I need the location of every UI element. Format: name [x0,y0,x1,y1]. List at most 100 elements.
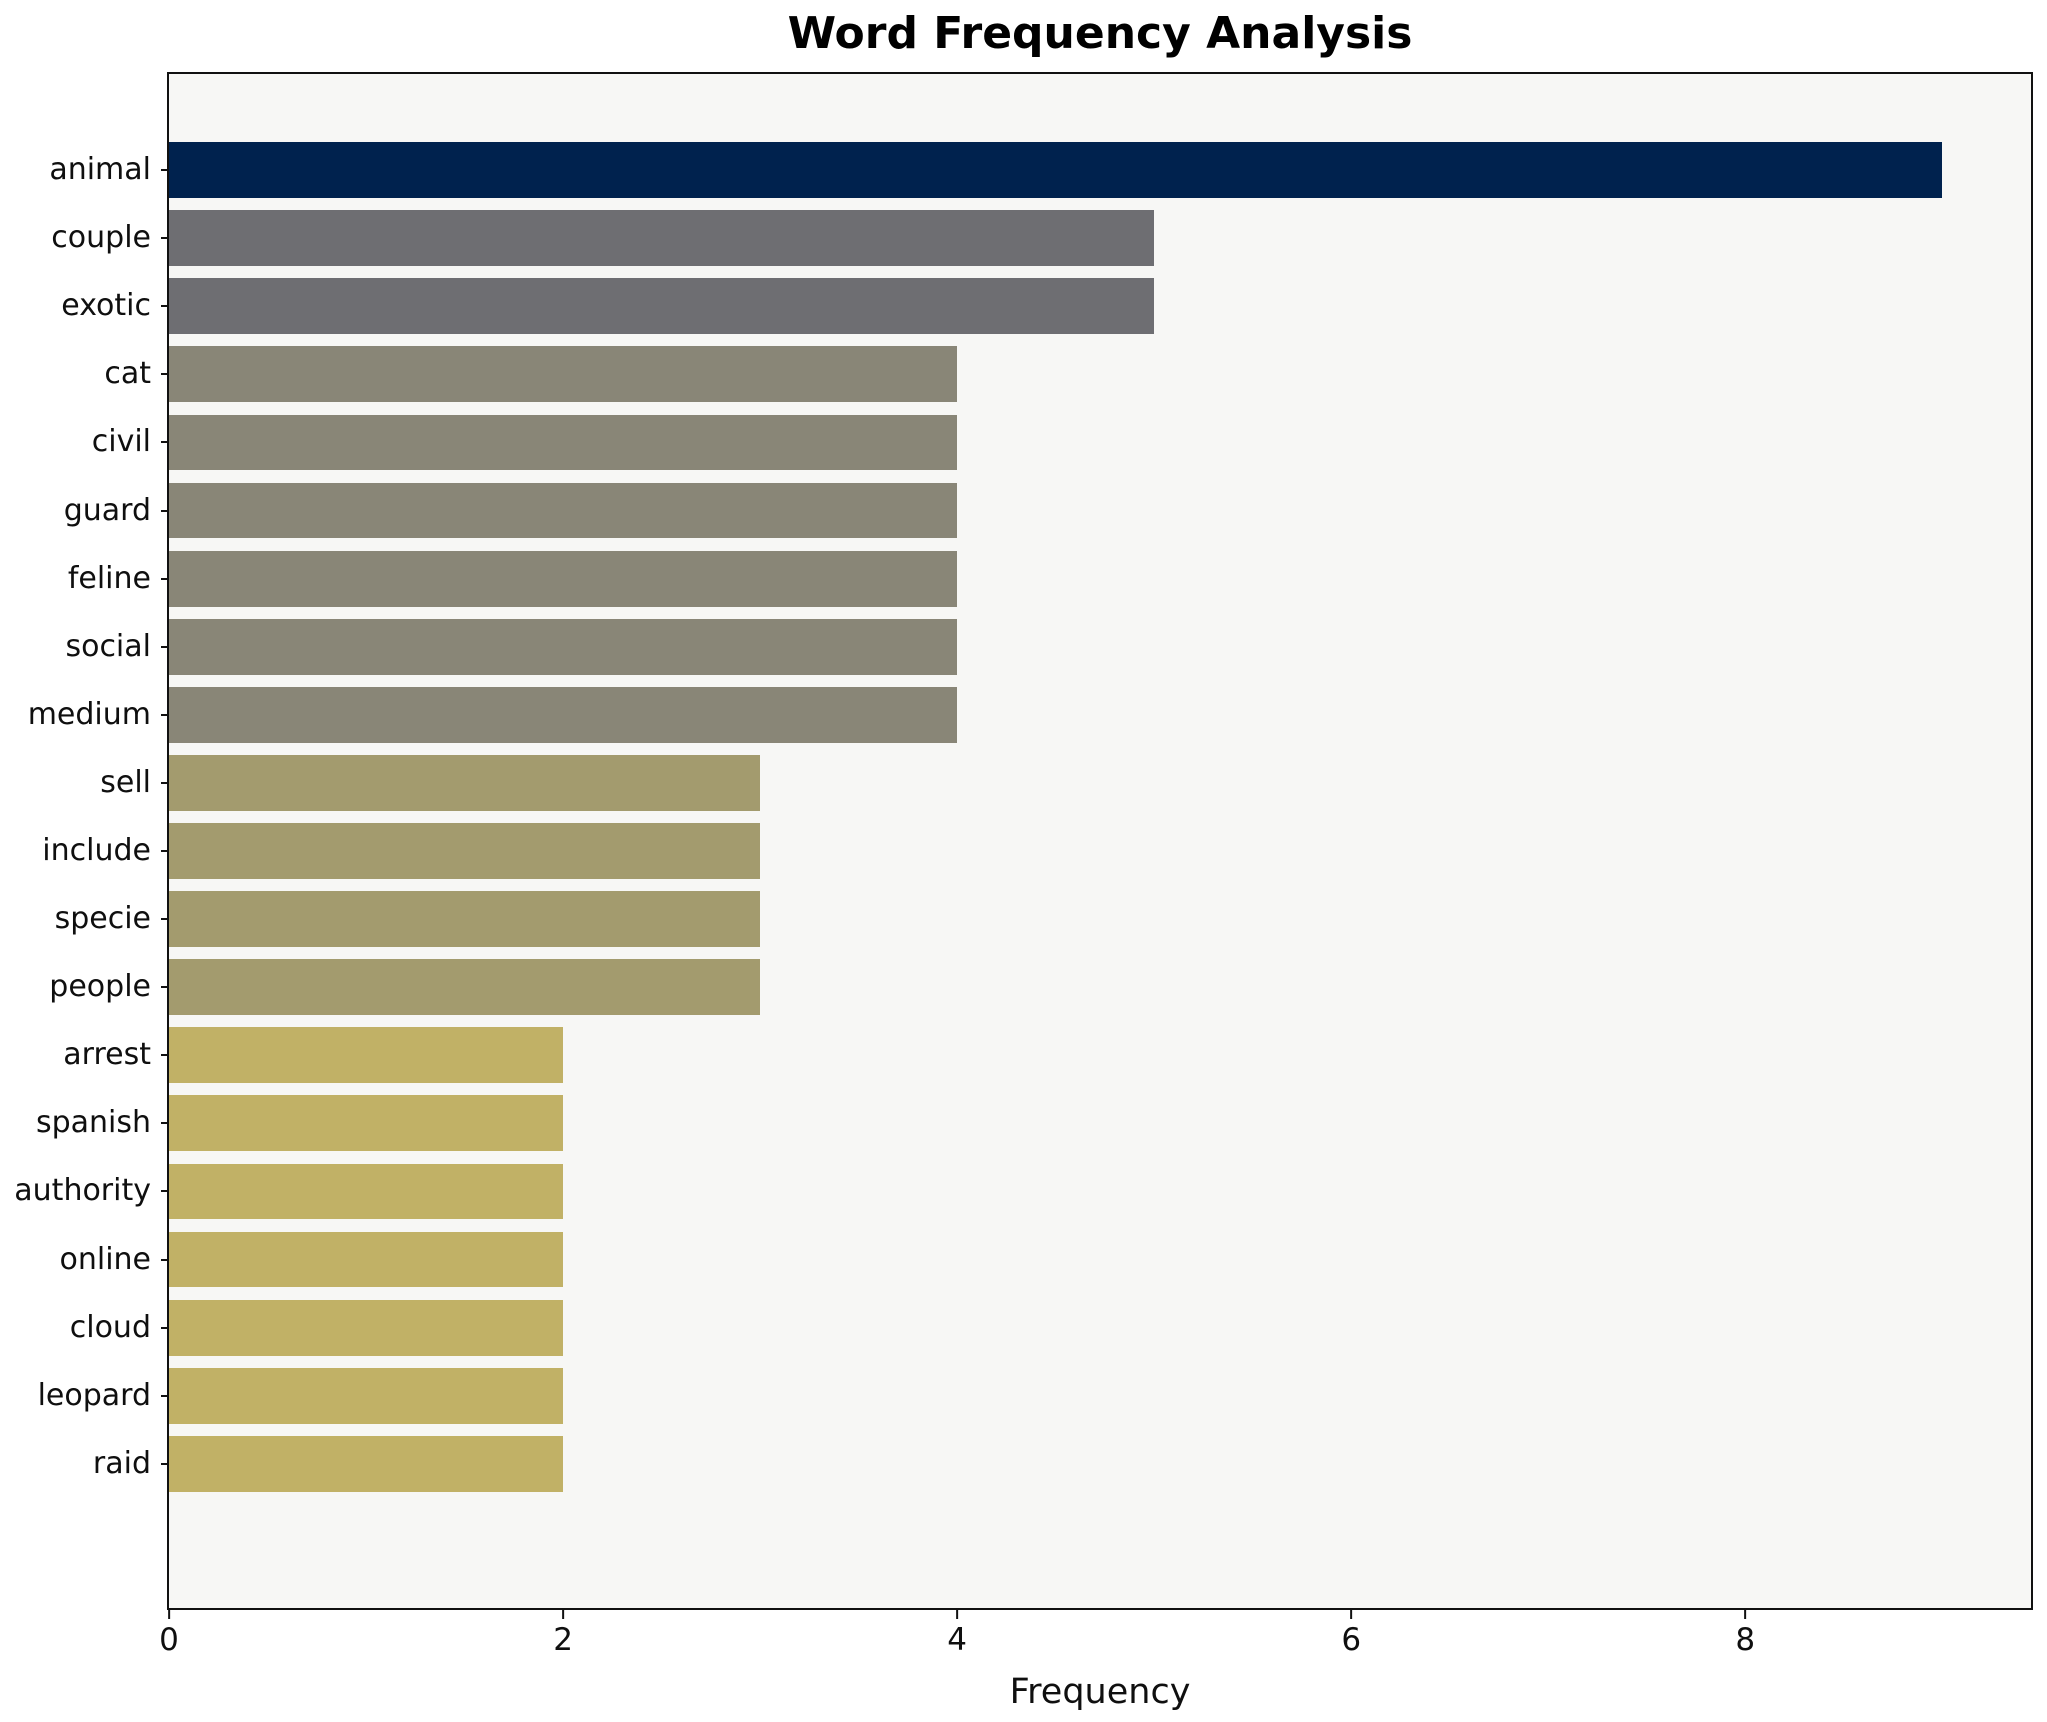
x-tick-mark [562,1608,565,1619]
y-tick-mark [161,918,170,921]
bar-row-cloud: cloud [70,1294,2031,1362]
bar-medium [169,686,958,743]
bar-row-animal: animal [49,136,2031,204]
y-tick-mark [161,849,170,852]
y-tick-mark [161,441,170,444]
y-tick-mark [161,373,170,376]
y-tick-label-cloud: cloud [69,1309,151,1345]
y-tick-label-guard: guard [63,492,151,528]
bar-row-spanish: spanish [36,1089,2031,1157]
bar-row-couple: couple [51,204,2031,272]
y-tick-label-animal: animal [49,152,151,188]
bar-row-exotic: exotic [61,272,2031,340]
x-tick-2: 2 [553,1608,573,1656]
y-tick-mark [161,1394,170,1397]
y-tick-label-civil: civil [91,424,151,460]
x-tick-mark [1744,1608,1747,1619]
y-tick-mark [161,645,170,648]
x-tick-label: 2 [553,1622,573,1658]
y-tick-label-exotic: exotic [61,288,151,324]
bar-row-leopard: leopard [38,1362,2031,1430]
bar-cat [169,346,958,403]
y-tick-label-online: online [59,1241,151,1277]
y-tick-mark [161,1190,170,1193]
x-tick-label: 8 [1735,1622,1756,1658]
bar-row-medium: medium [28,681,2031,749]
y-tick-label-arrest: arrest [63,1037,151,1073]
bar-row-guard: guard [64,476,2031,544]
x-tick-label: 0 [159,1622,179,1658]
y-tick-mark [161,509,170,512]
bar-row-online: online [59,1226,2031,1294]
y-tick-mark [161,577,170,580]
bar-people [169,959,761,1016]
bar-guard [169,482,958,539]
y-tick-label-include: include [42,832,151,868]
y-tick-label-feline: feline [67,560,151,596]
x-tick-0: 0 [159,1608,179,1656]
y-tick-mark [161,169,170,172]
bar-social [169,618,958,675]
x-tick-mark [956,1608,959,1619]
bar-row-specie: specie [55,885,2031,953]
plot-area: animal couple exotic cat civil guard feline soc… [14,72,2033,1656]
y-tick-label-social: social [65,628,151,664]
chart-title: Word Frequency Analysis [787,8,1413,59]
bar-leopard [169,1367,564,1424]
bar-cloud [169,1299,564,1356]
bar-row-sell: sell [100,749,2031,817]
bar-row-civil: civil [92,408,2031,476]
bar-exotic [169,278,1155,335]
y-tick-label-raid: raid [92,1445,151,1481]
bar-arrest [169,1027,564,1084]
y-tick-label-spanish: spanish [35,1105,151,1141]
bar-spanish [169,1095,564,1152]
y-tick-mark [161,1462,170,1465]
bar-row-authority: authority [14,1157,2031,1225]
x-tick-mark [167,1608,170,1619]
bar-row-feline: feline [68,545,2031,613]
y-tick-mark [161,986,170,989]
y-tick-mark [161,305,170,308]
x-tick-8: 8 [1735,1608,1755,1656]
bar-authority [169,1163,564,1220]
bar-row-cat: cat [104,340,2031,408]
bar-row-arrest: arrest [63,1021,2031,1089]
x-tick-label: 6 [1341,1622,1362,1658]
y-tick-mark [161,1054,170,1057]
y-tick-mark [161,237,170,240]
bar-row-people: people [49,953,2031,1021]
bar-sell [169,754,761,811]
y-tick-label-people: people [49,969,151,1005]
bar-online [169,1231,564,1288]
bar-couple [169,210,1155,267]
bars-container: animal couple exotic cat civil guard feline soc… [14,136,2031,1498]
y-tick-label-authority: authority [14,1173,151,1209]
bar-row-social: social [65,613,2031,681]
x-axis-label: Frequency [1009,1672,1191,1712]
bar-include [169,823,761,879]
bar-animal [169,142,1943,198]
bar-specie [169,891,761,947]
y-tick-label-couple: couple [51,220,151,256]
y-tick-mark [161,713,170,716]
x-tick-label: 4 [947,1622,968,1658]
y-tick-label-specie: specie [54,901,151,937]
bar-row-raid: raid [93,1430,2031,1498]
y-tick-mark [161,1258,170,1261]
bar-raid [169,1435,564,1492]
y-tick-label-cat: cat [104,356,151,392]
bar-civil [169,414,958,471]
y-tick-label-medium: medium [27,696,151,732]
x-tick-4: 4 [947,1608,967,1656]
y-tick-mark [161,1122,170,1125]
y-tick-mark [161,1326,170,1329]
bar-feline [169,550,958,607]
x-tick-mark [1350,1608,1353,1619]
y-tick-label-sell: sell [100,764,151,800]
bar-row-include: include [42,817,2031,885]
x-tick-6: 6 [1341,1608,1361,1656]
y-tick-label-leopard: leopard [37,1377,151,1413]
y-tick-mark [161,781,170,784]
